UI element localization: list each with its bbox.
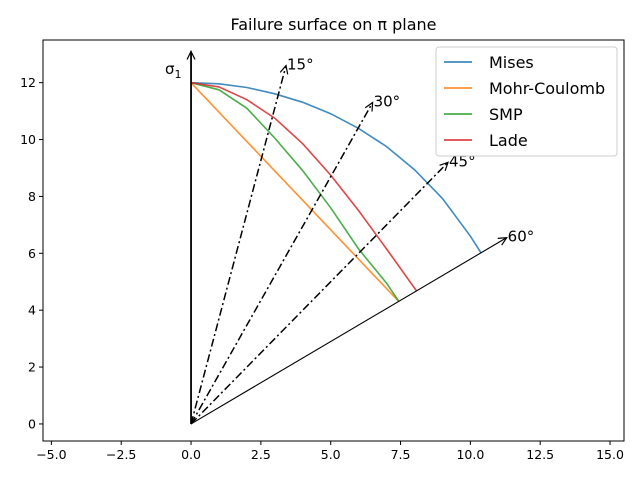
ray-label-3: 60° bbox=[508, 228, 535, 246]
legend: Mises Mohr-Coulomb SMP Lade bbox=[435, 46, 618, 157]
legend-label-2: SMP bbox=[489, 105, 523, 124]
ray-arrowhead-0 bbox=[279, 64, 289, 75]
x-tick-label: 10.0 bbox=[456, 447, 484, 462]
x-tick-label: 5.0 bbox=[321, 447, 341, 462]
ray-label-0: 15° bbox=[287, 56, 314, 74]
plot-area-frame bbox=[42, 39, 625, 442]
series-line-1 bbox=[190, 82, 400, 303]
legend-label-0: Mises bbox=[489, 53, 534, 72]
ray-arrowhead-3 bbox=[497, 237, 508, 246]
y-tick-label: 10 bbox=[20, 132, 36, 147]
y-tick-label: 12 bbox=[20, 75, 36, 90]
direction-rays bbox=[186, 50, 508, 425]
x-tick-label: 0.0 bbox=[181, 447, 201, 462]
x-tick-label: 15.0 bbox=[596, 447, 624, 462]
series-line-3 bbox=[190, 81, 418, 292]
series-lines bbox=[190, 81, 482, 303]
ray-label-2: 45° bbox=[449, 152, 476, 170]
y-tick-label: 6 bbox=[28, 246, 36, 261]
ray-line-0 bbox=[190, 65, 287, 425]
legend-box bbox=[435, 46, 618, 157]
ray-line-3 bbox=[190, 237, 507, 425]
y-tick-label: 0 bbox=[28, 416, 36, 431]
x-axis-ticks: −5.0 −2.5 0.0 2.5 5.0 7.5 10.0 12.5 15.0 bbox=[36, 441, 624, 462]
series-line-2 bbox=[190, 81, 400, 303]
sigma-1-label: σ1 bbox=[165, 60, 182, 81]
ray-arrowhead-2 bbox=[439, 161, 449, 171]
series-line-0 bbox=[190, 81, 482, 254]
x-tick-label: −2.5 bbox=[106, 447, 136, 462]
legend-label-3: Lade bbox=[489, 131, 528, 150]
chart-title: Failure surface on π plane bbox=[230, 15, 436, 34]
ray-line-2 bbox=[190, 161, 449, 425]
x-tick-label: 7.5 bbox=[391, 447, 411, 462]
x-tick-label: 12.5 bbox=[526, 447, 554, 462]
ray-line-1 bbox=[190, 102, 374, 425]
x-tick-label: 2.5 bbox=[251, 447, 271, 462]
annotations: 15° 30° 45° 60° σ1 bbox=[165, 56, 534, 246]
y-tick-label: 8 bbox=[28, 189, 36, 204]
legend-label-1: Mohr-Coulomb bbox=[489, 79, 605, 98]
ray-label-1: 30° bbox=[374, 93, 401, 111]
y-axis-ticks: 0 2 4 6 8 10 12 bbox=[20, 75, 43, 431]
x-tick-label: −5.0 bbox=[36, 447, 66, 462]
ray-arrowhead-4 bbox=[186, 50, 196, 60]
y-tick-label: 4 bbox=[28, 303, 36, 318]
sigma-1-subscript: 1 bbox=[175, 68, 182, 81]
y-tick-label: 2 bbox=[28, 360, 36, 375]
ray-arrowhead-1 bbox=[364, 101, 374, 112]
